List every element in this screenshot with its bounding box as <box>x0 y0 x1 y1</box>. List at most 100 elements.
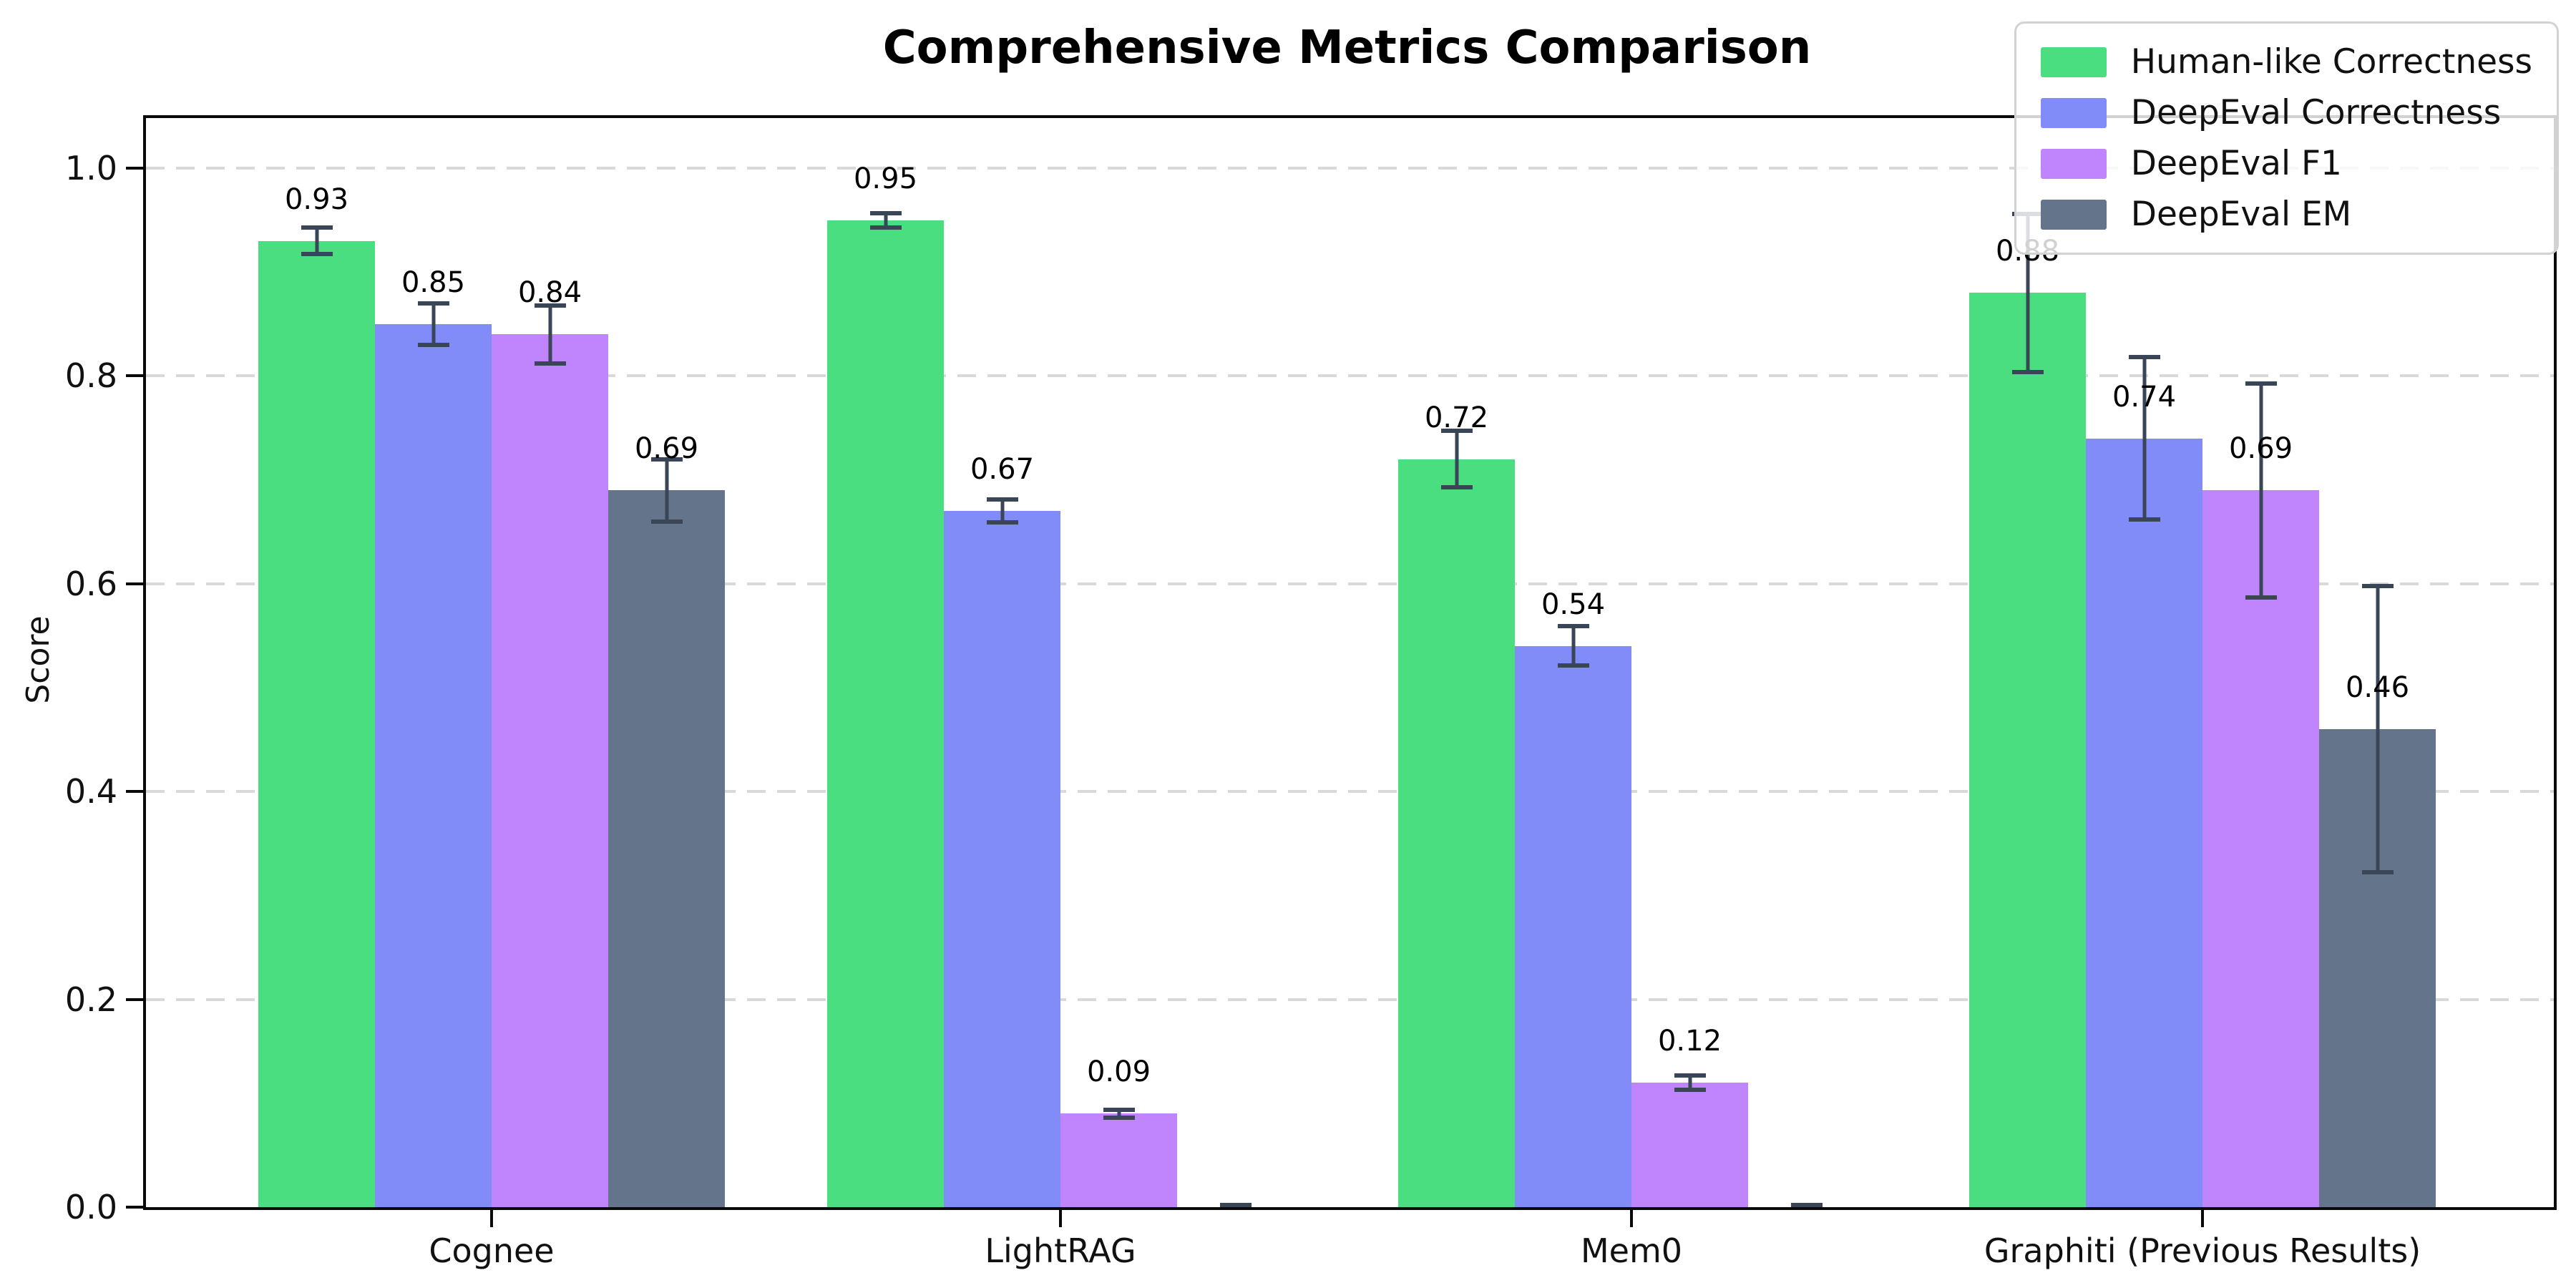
y-tick-mark <box>126 997 143 1001</box>
error-bar-line <box>1000 497 1004 525</box>
y-tick-label: 0.6 <box>64 564 117 603</box>
legend-swatch-deepeval-f1 <box>2040 148 2107 179</box>
error-bar-line <box>1455 429 1458 489</box>
grid-line <box>146 167 2554 170</box>
bar-deepeval-correctness-lightrag <box>944 511 1060 1207</box>
error-bar-cap-top <box>2245 381 2277 386</box>
x-tick-label-graphiti-previous-results: Graphiti (Previous Results) <box>1984 1231 2421 1270</box>
value-label-deepeval-f1-mem0: 0.12 <box>1657 1024 1722 1058</box>
error-bar-cap-bottom <box>1219 1203 1252 1207</box>
grid-line <box>146 997 2554 1001</box>
bar-human-like-correctness-graphiti-previous-results <box>1969 293 2086 1207</box>
error-bar-cap-bottom <box>986 520 1018 525</box>
bar-deepeval-correctness-graphiti-previous-results <box>2086 438 2202 1207</box>
value-label-deepeval-f1-cognee: 0.84 <box>517 276 582 310</box>
error-bar-cap-top <box>1557 624 1589 629</box>
error-bar-deepeval-em-cognee <box>650 457 683 524</box>
error-bar-cap-top <box>986 497 1018 502</box>
y-tick-mark <box>126 167 143 170</box>
bar-deepeval-f1-mem0 <box>1631 1082 1748 1207</box>
error-bar-cap-top <box>534 303 566 308</box>
error-bar-cap-bottom <box>2011 369 2044 374</box>
y-tick-mark <box>126 790 143 794</box>
legend-item-human-like-correctness: Human-like Correctness <box>2040 42 2532 82</box>
error-bar-deepeval-correctness-mem0 <box>1557 624 1589 668</box>
legend-label-human-like-correctness: Human-like Correctness <box>2130 42 2532 82</box>
error-bar-cap-bottom <box>301 252 333 257</box>
error-bar-deepeval-f1-lightrag <box>1103 1107 1135 1121</box>
value-label-deepeval-f1-graphiti-previous-results: 0.69 <box>2228 432 2293 466</box>
error-bar-deepeval-em-graphiti-previous-results <box>2361 583 2394 875</box>
error-bar-cap-bottom <box>1557 663 1589 668</box>
error-bar-deepeval-correctness-lightrag <box>986 497 1018 525</box>
legend-label-deepeval-correctness: DeepEval Correctness <box>2130 93 2502 132</box>
error-bar-cap-bottom <box>417 342 449 347</box>
value-label-deepeval-f1-lightrag: 0.09 <box>1086 1055 1151 1089</box>
error-bar-cap-bottom <box>2245 595 2277 600</box>
value-label-human-like-correctness-mem0: 0.72 <box>1424 401 1489 434</box>
chart-title: Comprehensive Metrics Comparison <box>882 21 1812 74</box>
error-bar-deepeval-f1-graphiti-previous-results <box>2245 381 2277 600</box>
error-bar-deepeval-em-lightrag <box>1219 1203 1252 1207</box>
error-bar-cap-bottom <box>869 225 902 230</box>
y-tick-mark <box>126 582 143 585</box>
error-bar-line <box>2026 212 2029 374</box>
bar-deepeval-em-cognee <box>608 490 725 1207</box>
error-bar-line <box>1571 624 1575 668</box>
error-bar-cap-top <box>650 457 683 462</box>
error-bar-line <box>315 225 318 257</box>
y-tick-label: 0.4 <box>64 772 117 811</box>
value-label-deepeval-correctness-lightrag: 0.67 <box>970 453 1035 487</box>
legend-swatch-deepeval-em <box>2040 199 2107 230</box>
error-bar-human-like-correctness-lightrag <box>869 210 902 230</box>
bar-deepeval-f1-graphiti-previous-results <box>2202 490 2319 1207</box>
error-bar-cap-bottom <box>534 361 566 366</box>
legend-item-deepeval-f1: DeepEval F1 <box>2040 144 2532 183</box>
value-label-deepeval-correctness-mem0: 0.54 <box>1541 588 1606 622</box>
x-tick-label-cognee: Cognee <box>429 1231 555 1270</box>
error-bar-line <box>1117 1107 1121 1121</box>
error-bar-cap-top <box>1674 1073 1706 1078</box>
legend-label-deepeval-em: DeepEval EM <box>2130 195 2352 234</box>
bar-deepeval-correctness-mem0 <box>1515 645 1631 1207</box>
error-bar-cap-top <box>301 225 333 230</box>
y-tick-label: 0.8 <box>64 356 117 396</box>
value-label-deepeval-correctness-cognee: 0.85 <box>401 265 466 299</box>
error-bar-line <box>1688 1073 1692 1092</box>
error-bar-line <box>2376 583 2379 875</box>
value-label-deepeval-em-graphiti-previous-results: 0.46 <box>2345 671 2410 705</box>
legend-label-deepeval-f1: DeepEval F1 <box>2130 144 2342 183</box>
error-bar-cap-top <box>1440 429 1473 434</box>
error-bar-deepeval-em-mem0 <box>1790 1203 1823 1207</box>
x-tick-mark <box>1630 1210 1633 1227</box>
bar-deepeval-f1-cognee <box>492 334 608 1207</box>
x-tick-label-mem0: Mem0 <box>1580 1231 1683 1270</box>
error-bar-line <box>431 301 435 347</box>
error-bar-cap-top <box>2361 583 2394 588</box>
error-bar-cap-bottom <box>2128 517 2160 522</box>
x-tick-mark <box>490 1210 493 1227</box>
legend-item-deepeval-em: DeepEval EM <box>2040 195 2532 234</box>
value-label-deepeval-correctness-graphiti-previous-results: 0.74 <box>2112 380 2177 414</box>
error-bar-human-like-correctness-mem0 <box>1440 429 1473 489</box>
x-tick-mark <box>1059 1210 1062 1227</box>
y-tick-mark <box>126 374 143 378</box>
x-tick-mark <box>2201 1210 2204 1227</box>
error-bar-cap-top <box>1103 1107 1135 1112</box>
error-bar-cap-top <box>417 301 449 306</box>
bar-human-like-correctness-lightrag <box>827 220 944 1207</box>
bar-human-like-correctness-mem0 <box>1398 459 1515 1207</box>
error-bar-line <box>548 303 552 366</box>
y-tick-label: 0.2 <box>64 980 117 1019</box>
y-axis-label: Score <box>20 615 57 704</box>
error-bar-line <box>884 210 887 230</box>
grid-line <box>146 582 2554 585</box>
bar-human-like-correctness-cognee <box>258 240 375 1207</box>
y-tick-label: 0.0 <box>64 1188 117 1226</box>
error-bar-human-like-correctness-cognee <box>301 225 333 257</box>
legend-swatch-human-like-correctness <box>2040 47 2107 77</box>
error-bar-cap-top <box>2128 355 2160 360</box>
grid-line <box>146 790 2554 794</box>
error-bar-line <box>2259 381 2263 600</box>
